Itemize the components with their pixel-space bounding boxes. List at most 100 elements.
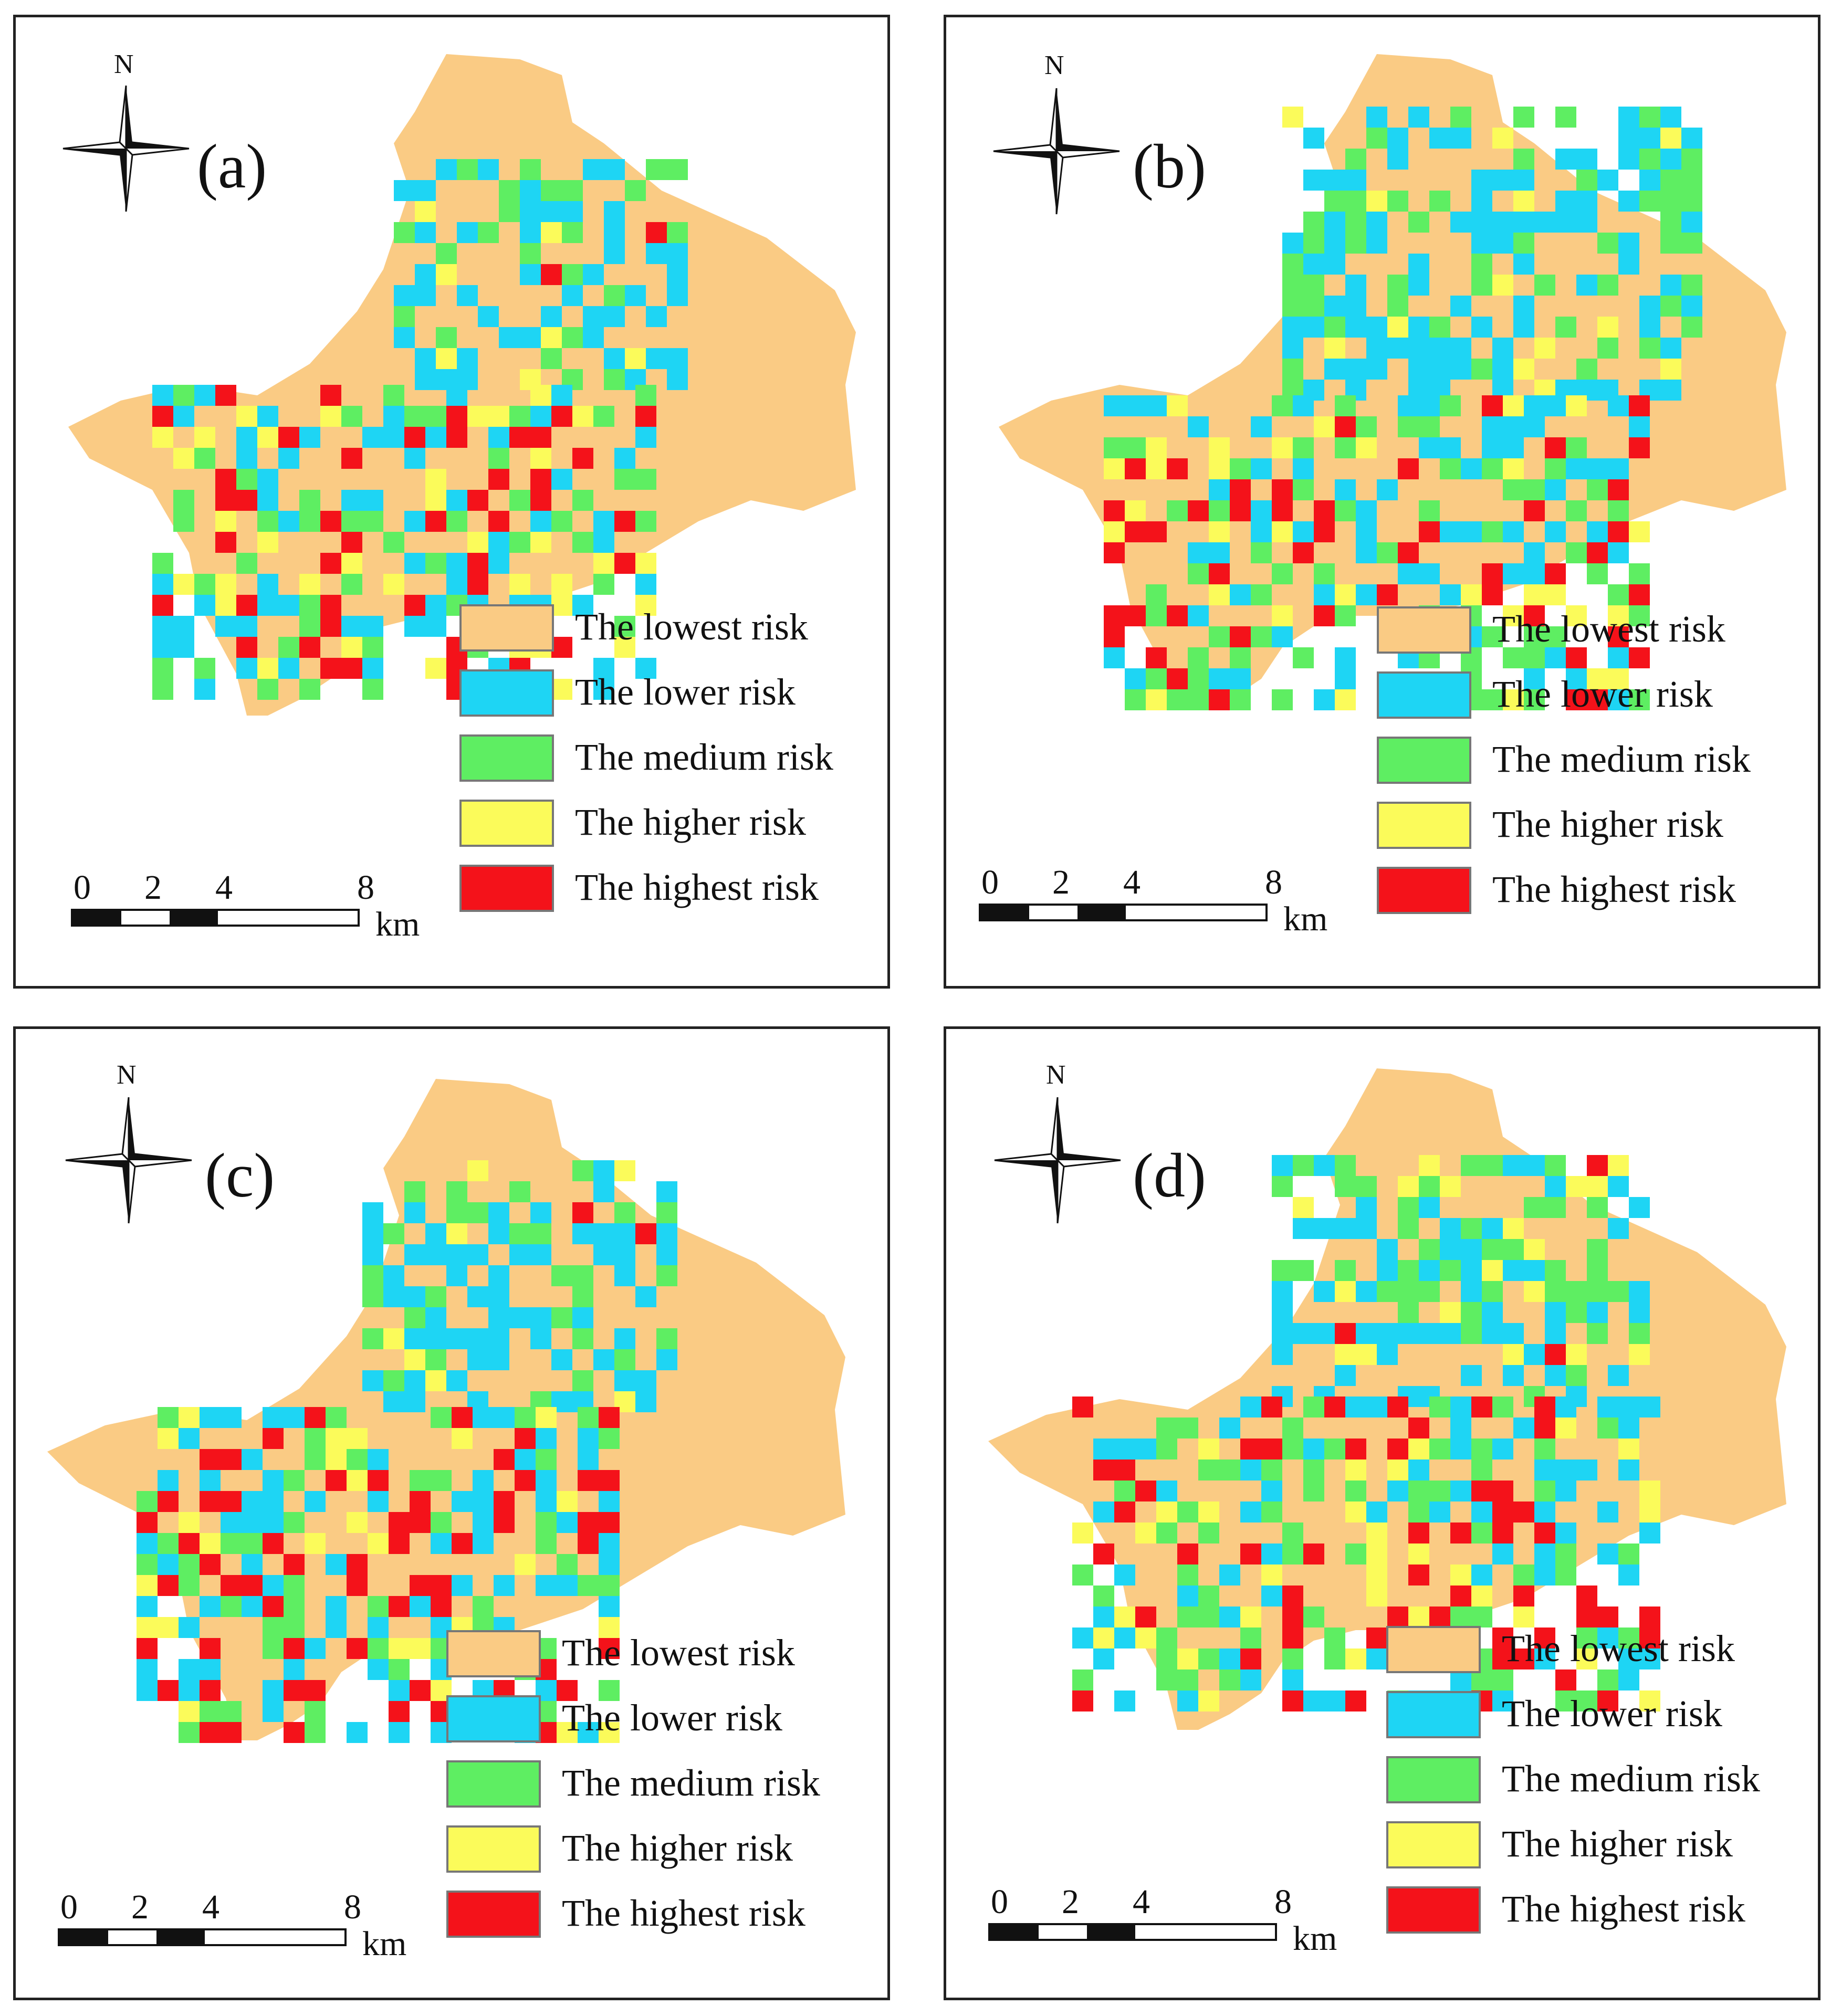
risk-cell-lower bbox=[1282, 233, 1303, 254]
risk-cell-medium bbox=[341, 511, 362, 532]
risk-cell-medium bbox=[1251, 584, 1272, 605]
risk-cell-lower bbox=[1230, 584, 1251, 605]
swatch-lowest bbox=[1386, 1626, 1481, 1673]
risk-cell-higher bbox=[1639, 1480, 1660, 1502]
risk-cell-lower bbox=[194, 595, 215, 616]
risk-cell-higher bbox=[1471, 1586, 1492, 1606]
risk-cell-medium bbox=[593, 406, 614, 427]
risk-cell-highest bbox=[1114, 1460, 1135, 1480]
risk-cell-medium bbox=[1492, 1396, 1513, 1418]
risk-cell-higher bbox=[1503, 689, 1524, 710]
risk-cell-lower bbox=[1618, 149, 1639, 170]
risk-cell-highest bbox=[1482, 395, 1503, 416]
risk-cell-higher bbox=[152, 427, 173, 448]
risk-cell-highest bbox=[1429, 1606, 1450, 1628]
risk-cell-medium bbox=[478, 222, 499, 243]
risk-cell-highest bbox=[200, 1449, 221, 1470]
legend-item-lower: The lower risk bbox=[1377, 671, 1786, 724]
risk-cell-lower bbox=[1618, 254, 1639, 275]
risk-cell-lower bbox=[1261, 1586, 1282, 1606]
risk-cell-higher bbox=[1314, 416, 1335, 437]
risk-cell-higher bbox=[1387, 317, 1408, 338]
risk-cell-lower bbox=[488, 1223, 509, 1244]
risk-cell-medium bbox=[1335, 1176, 1356, 1197]
risk-cell-lower bbox=[488, 532, 509, 553]
risk-cell-lower bbox=[1524, 395, 1545, 416]
risk-cell-highest bbox=[1587, 542, 1608, 563]
risk-cell-lower bbox=[1419, 437, 1440, 458]
risk-cell-highest bbox=[1272, 500, 1293, 521]
risk-cell-lower bbox=[1608, 1176, 1629, 1197]
risk-cell-medium bbox=[299, 616, 320, 637]
legend-label: The higher risk bbox=[1492, 803, 1723, 845]
scale-track bbox=[58, 1928, 347, 1946]
risk-cell-lower bbox=[383, 427, 404, 448]
risk-cell-lower bbox=[1461, 1365, 1482, 1386]
risk-cell-higher bbox=[347, 1428, 368, 1449]
risk-cell-medium bbox=[530, 1223, 551, 1244]
risk-cell-lower bbox=[667, 243, 688, 264]
risk-cell-lower bbox=[1408, 107, 1429, 128]
risk-cell-higher bbox=[326, 1428, 347, 1449]
risk-cell-lower bbox=[1345, 359, 1366, 380]
risk-cell-lower bbox=[263, 1512, 284, 1533]
swatch-lower bbox=[446, 1695, 541, 1742]
risk-cell-medium bbox=[1471, 359, 1492, 380]
risk-cell-highest bbox=[320, 385, 341, 406]
risk-cell-medium bbox=[431, 1407, 452, 1428]
risk-cell-medium bbox=[1272, 1176, 1293, 1197]
risk-cell-highest bbox=[1398, 542, 1419, 563]
risk-cell-highest bbox=[305, 1407, 326, 1428]
risk-cell-highest bbox=[389, 1701, 410, 1722]
risk-cell-higher bbox=[1440, 1302, 1461, 1323]
risk-cell-highest bbox=[215, 532, 236, 553]
risk-cell-lower bbox=[1639, 296, 1660, 317]
risk-cell-medium bbox=[137, 1554, 158, 1575]
risk-cell-medium bbox=[362, 1328, 383, 1349]
risk-cell-highest bbox=[1524, 605, 1545, 626]
risk-cell-medium bbox=[362, 1265, 383, 1286]
risk-cell-lower bbox=[520, 264, 541, 285]
risk-cell-lower bbox=[1608, 458, 1629, 479]
risk-cell-medium bbox=[1146, 668, 1167, 689]
risk-cell-higher bbox=[467, 406, 488, 427]
risk-cell-higher bbox=[1639, 1690, 1660, 1712]
risk-cell-lower bbox=[263, 1491, 284, 1512]
risk-cell-medium bbox=[362, 511, 383, 532]
risk-cell-higher bbox=[509, 574, 530, 595]
risk-cell-lower bbox=[1114, 1438, 1135, 1460]
risk-cell-highest bbox=[215, 469, 236, 490]
risk-cell-lower bbox=[383, 1391, 404, 1412]
risk-cell-lower bbox=[1356, 1323, 1377, 1344]
risk-cell-lower bbox=[404, 553, 425, 574]
risk-cell-medium bbox=[614, 616, 635, 637]
risk-cell-lower bbox=[1576, 191, 1597, 212]
risk-cell-highest bbox=[1209, 689, 1230, 710]
risk-cell-highest bbox=[1492, 1648, 1513, 1670]
risk-cell-higher bbox=[1272, 437, 1293, 458]
risk-cell-lower bbox=[572, 1307, 593, 1328]
swatch-higher bbox=[1377, 802, 1471, 849]
scale-tick: 2 bbox=[1062, 1883, 1079, 1921]
risk-cell-lower bbox=[242, 1554, 263, 1575]
risk-cell-medium bbox=[1293, 1260, 1314, 1281]
risk-cell-higher bbox=[572, 406, 593, 427]
risk-cell-medium bbox=[509, 532, 530, 553]
risk-cell-higher bbox=[389, 1638, 410, 1659]
risk-cell-lower bbox=[1471, 233, 1492, 254]
risk-cell-highest bbox=[215, 385, 236, 406]
risk-cell-lower bbox=[173, 637, 194, 658]
risk-cell-higher bbox=[215, 574, 236, 595]
risk-cell-medium bbox=[593, 574, 614, 595]
risk-cell-highest bbox=[467, 574, 488, 595]
risk-cell-higher bbox=[1513, 191, 1534, 212]
risk-cell-higher bbox=[467, 1160, 488, 1181]
risk-cell-medium bbox=[173, 490, 194, 511]
risk-cell-medium bbox=[305, 1722, 326, 1743]
risk-cell-highest bbox=[221, 1449, 242, 1470]
risk-cell-highest bbox=[509, 427, 530, 448]
risk-cell-medium bbox=[1461, 1323, 1482, 1344]
swatch-highest bbox=[459, 865, 554, 912]
risk-cell-medium bbox=[1198, 1606, 1219, 1628]
risk-cell-medium bbox=[1282, 1648, 1303, 1670]
